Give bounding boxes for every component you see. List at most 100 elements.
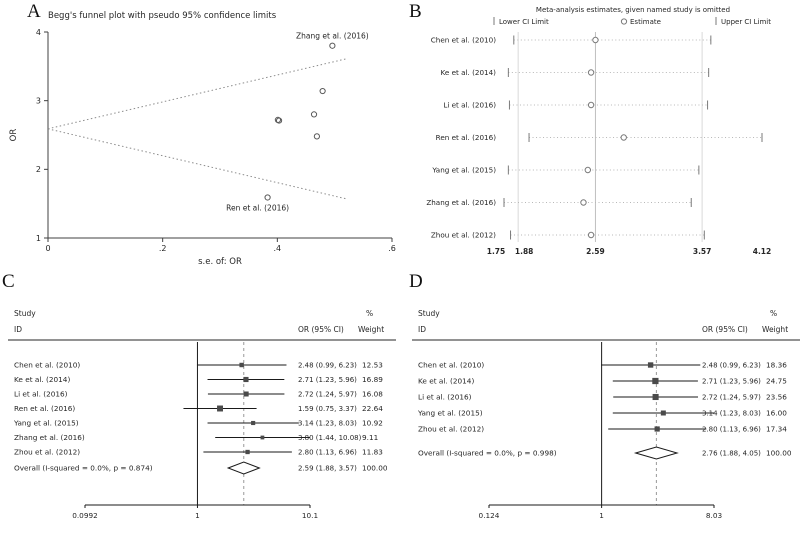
overall-weight: 100.00 — [362, 464, 388, 473]
weight-value: 16.00 — [766, 409, 787, 418]
y-tick-label: 2 — [36, 165, 41, 174]
x-tick-label: 3.57 — [693, 247, 712, 256]
col-header-weight: Weight — [762, 325, 788, 334]
effect-square — [243, 391, 249, 397]
study-label: Zhang et al. (2016) — [426, 198, 496, 207]
study-label: Ren et al. (2016) — [14, 404, 75, 413]
study-label: Ren et al. (2016) — [436, 133, 497, 142]
weight-value: 16.08 — [362, 390, 383, 399]
y-tick-label: 3 — [36, 96, 41, 105]
estimate-point — [620, 134, 627, 141]
overall-label: Overall (I-squared = 0.0%, p = 0.998) — [418, 449, 557, 458]
estimate-point — [592, 36, 599, 44]
weight-value: 16.89 — [362, 375, 383, 384]
study-point-label: Zhang et al. (2016) — [296, 32, 369, 41]
x-tick-label: 1.88 — [515, 247, 534, 256]
x-tick-label: 0 — [45, 244, 50, 253]
x-tick-label: 2.59 — [586, 247, 605, 256]
col-header-pct: % — [770, 309, 777, 318]
panel-c-label: C — [2, 271, 15, 292]
funnel-lower-limit — [47, 128, 347, 200]
y-tick-label: 1 — [36, 234, 41, 243]
x-tick-label: 1 — [195, 511, 200, 520]
x-tick-label: 8.03 — [706, 511, 723, 520]
effect-square — [647, 362, 654, 368]
study-label: Zhou et al. (2012) — [418, 425, 484, 434]
legend-estimate-label: Estimate — [630, 18, 661, 26]
y-tick-label: 4 — [36, 28, 41, 37]
weight-value: 22.64 — [362, 404, 383, 413]
weight-value: 9.11 — [362, 433, 378, 442]
or-ci-value: 2.80 (1.13, 6.96) — [298, 449, 357, 457]
overall-diamond — [226, 461, 261, 475]
estimate-point — [587, 231, 595, 239]
funnel-upper-limit — [47, 58, 347, 130]
x-tick-label: 4.12 — [753, 247, 772, 256]
study-label: Li et al. (2016) — [418, 393, 472, 402]
forest-plot-panel-c: Study ID OR (95% CI)% Weight Chen et al. (20… — [8, 309, 396, 520]
or-ci-value: 2.72 (1.24, 5.97) — [298, 391, 357, 399]
or-ci-value: 3.80 (1.44, 10.08) — [298, 434, 362, 442]
estimate-point — [580, 199, 587, 206]
overall-or-ci: 2.59 (1.88, 3.57) — [298, 465, 357, 473]
estimate-point — [584, 166, 592, 174]
estimate-point — [587, 101, 595, 109]
study-label: Chen et al. (2010) — [14, 361, 80, 370]
col-header-study: Study — [14, 309, 36, 318]
weight-value: 10.92 — [362, 419, 383, 428]
overall-label: Overall (I-squared = 0.0%, p = 0.874) — [14, 464, 153, 473]
funnel-plot-panel-a: Begg's funnel plot with pseudo 95% confi… — [9, 11, 396, 267]
estimate-point — [587, 69, 595, 76]
effect-square — [239, 362, 244, 368]
col-header-or: OR (95% CI) — [298, 325, 344, 334]
effect-square — [243, 376, 249, 383]
x-tick-label: 1 — [599, 511, 604, 520]
study-point — [274, 116, 282, 123]
effect-square — [260, 435, 265, 440]
study-point — [264, 194, 271, 201]
study-label: Yang et al. (2015) — [13, 419, 79, 428]
effect-square — [251, 420, 256, 426]
overall-weight: 100.00 — [766, 449, 792, 458]
overall-diamond — [633, 446, 679, 460]
x-tick-label: .6 — [388, 244, 396, 253]
study-point — [310, 111, 318, 118]
effect-square — [660, 410, 666, 416]
study-label: Chen et al. (2010) — [418, 361, 484, 370]
col-header-id: ID — [14, 325, 22, 334]
legend-estimate-mark — [620, 18, 628, 25]
or-ci-value: 2.48 (0.99, 6.23) — [298, 362, 357, 370]
effect-square — [654, 426, 660, 432]
col-header-id: ID — [418, 325, 426, 334]
weight-value: 24.75 — [766, 377, 787, 386]
x-tick-label: .2 — [159, 244, 167, 253]
x-tick-label: 0.0992 — [72, 511, 98, 520]
study-point — [313, 133, 320, 140]
col-header-weight: Weight — [358, 325, 384, 334]
or-ci-value: 2.80 (1.13, 6.96) — [702, 426, 761, 434]
study-label: Zhou et al. (2012) — [431, 231, 496, 240]
study-point — [319, 87, 326, 95]
or-ci-value: 2.71 (1.23, 5.96) — [702, 378, 761, 386]
study-point-label: Ren et al. (2016) — [226, 203, 289, 212]
study-label: Li et al. (2016) — [14, 390, 68, 399]
or-ci-value: 1.59 (0.75, 3.37) — [298, 405, 357, 413]
or-ci-value: 3.14 (1.23, 8.03) — [298, 420, 357, 428]
panel-a-label: A — [27, 1, 41, 22]
study-label: Zhou et al. (2012) — [14, 448, 80, 457]
or-ci-value: 3.14 (1.23, 8.03) — [702, 410, 761, 418]
study-label: Li et al. (2016) — [443, 101, 496, 110]
study-label: Ke et al. (2014) — [14, 375, 70, 384]
weight-value: 17.34 — [766, 425, 787, 434]
sensitivity-title: Meta-analysis estimates, given named stu… — [536, 6, 730, 14]
study-label: Ke et al. (2014) — [418, 377, 474, 386]
effect-square — [652, 393, 659, 401]
study-label: Zhang et al. (2016) — [14, 433, 85, 442]
weight-value: 23.56 — [766, 393, 787, 402]
weight-value: 18.36 — [766, 361, 787, 370]
or-ci-value: 2.71 (1.23, 5.96) — [298, 376, 357, 384]
x-axis-title: s.e. of: OR — [198, 257, 242, 267]
study-point — [329, 42, 336, 49]
effect-square — [652, 377, 659, 385]
